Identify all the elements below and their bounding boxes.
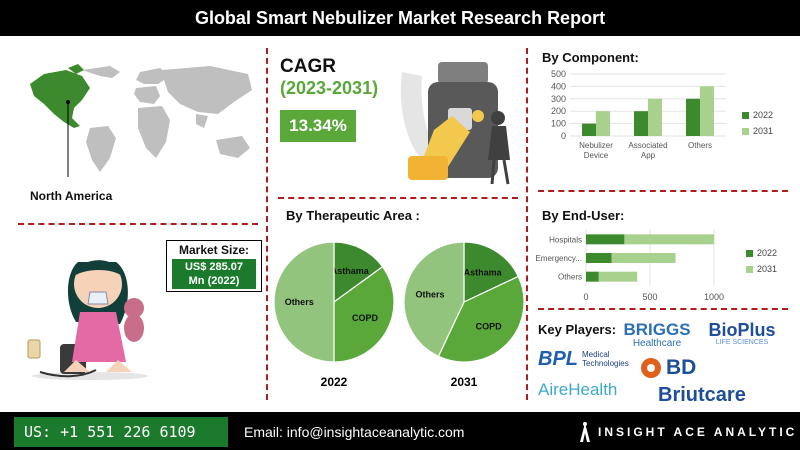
- region-label: North America: [30, 189, 113, 203]
- pie-slice-copd: [437, 275, 525, 363]
- legend-label-2022: 2022: [753, 110, 773, 120]
- bd-sun-icon: [641, 358, 661, 378]
- therapeutic-title: By Therapeutic Area :: [286, 208, 420, 223]
- logo-bpl: BPL Medical Technologies: [538, 348, 629, 370]
- logo-bioplus: BioPlus LIFE SCIENCES: [708, 320, 776, 346]
- legend-swatch-2031: [742, 128, 749, 135]
- market-size-label: Market Size:: [178, 243, 250, 257]
- footer-email: Email: info@insightaceanalytic.com: [244, 424, 465, 440]
- legend-swatch-2022: [746, 250, 753, 257]
- component-chart-title: By Component:: [542, 50, 639, 65]
- pie-slice-label: Others: [285, 297, 314, 307]
- page-title: Global Smart Nebulizer Market Research R…: [0, 0, 800, 36]
- bar-2031: [611, 253, 676, 263]
- x-tick-label: Associated: [628, 141, 667, 150]
- logo-briggs: BRIGGS Healthcare: [623, 320, 691, 349]
- key-players-label: Key Players:: [538, 322, 617, 337]
- y-tick-label: 0: [561, 131, 566, 141]
- x-tick-label: 1000: [704, 292, 724, 302]
- bar-2031: [598, 271, 638, 282]
- y-tick-label: Hospitals: [549, 235, 582, 244]
- y-tick-label: 200: [551, 106, 566, 116]
- market-size-value-line1: US$ 285.07: [184, 261, 244, 273]
- divider: [538, 308, 788, 310]
- enduser-bar-chart: 0 500 1000 Hospitals Emergency... Others 2022 2…: [536, 230, 777, 302]
- bar-2031: [648, 98, 662, 136]
- pie-slice-label: COPD: [476, 322, 503, 332]
- bar-2022: [582, 123, 596, 136]
- x-tick-label: App: [641, 151, 656, 160]
- cagr-period: (2023-2031): [280, 78, 379, 98]
- cagr-value: 13.34%: [280, 110, 356, 142]
- therapeutic-pie-charts: Asthama COPD Others 2022 Asthama COPD Others 20…: [273, 241, 525, 389]
- market-size-value-line2: Mn (2022): [188, 275, 240, 287]
- footer-brand: INSIGHT ACE ANALYTIC: [598, 425, 798, 439]
- pie-slice-label: Asthama: [331, 266, 370, 276]
- y-tick-label: Others: [558, 273, 582, 282]
- pie-slice-label: Asthama: [464, 268, 503, 278]
- legend-label-2031: 2031: [753, 126, 773, 136]
- pie-year-label: 2022: [321, 375, 348, 389]
- x-tick-label: Others: [688, 141, 712, 150]
- inhaler-illustration: [400, 62, 510, 185]
- divider: [18, 223, 258, 225]
- footer-phone: US: +1 551 226 6109: [14, 417, 228, 447]
- bar-2022: [586, 234, 625, 245]
- child-nebulizer-illustration: [27, 260, 148, 380]
- legend-label-2031: 2031: [757, 264, 777, 274]
- divider: [266, 48, 268, 400]
- bar-2022: [586, 271, 599, 282]
- x-tick-label: 0: [583, 292, 588, 302]
- logo-bd: BD: [640, 356, 710, 380]
- pie-slice-asthama: [333, 241, 384, 304]
- divider: [538, 190, 788, 192]
- y-tick-label: 100: [551, 119, 566, 129]
- x-tick-label: 500: [642, 292, 657, 302]
- bar-2022: [586, 253, 612, 263]
- enduser-chart-title: By End-User:: [542, 208, 625, 223]
- pie-slice-copd: [333, 265, 395, 363]
- brand-logo-icon: [580, 422, 590, 442]
- legend-swatch-2031: [746, 266, 753, 273]
- divider: [526, 48, 528, 400]
- bar-2031: [596, 111, 610, 136]
- y-tick-label: 500: [551, 69, 566, 79]
- bar-2031: [624, 234, 714, 245]
- pie-slice-others: [403, 241, 465, 358]
- x-tick-label: Nebulizer: [579, 141, 613, 150]
- legend-swatch-2022: [742, 112, 749, 119]
- logo-airehealth: AireHealth: [538, 380, 618, 399]
- cagr-label: CAGR: [280, 56, 336, 77]
- y-tick-label: 400: [551, 81, 566, 91]
- divider: [278, 197, 518, 199]
- bar-2022: [686, 98, 700, 136]
- world-map: [30, 64, 252, 177]
- market-size-box: [166, 240, 262, 292]
- bar-2022: [634, 111, 648, 136]
- pie-slice-asthama: [463, 241, 520, 303]
- legend-label-2022: 2022: [757, 248, 777, 258]
- market-size-value: US$ 285.07 Mn (2022): [172, 259, 256, 289]
- bar-2031: [700, 86, 714, 136]
- y-tick-label: Emergency...: [536, 254, 582, 263]
- y-tick-label: 300: [551, 94, 566, 104]
- pie-slice-label: COPD: [352, 313, 379, 323]
- logo-briutcare: Briutcare: [658, 384, 746, 406]
- pie-slice-others: [273, 241, 335, 363]
- pie-year-label: 2031: [451, 375, 478, 389]
- pie-slice-label: Others: [416, 289, 445, 299]
- x-tick-label: Device: [584, 151, 609, 160]
